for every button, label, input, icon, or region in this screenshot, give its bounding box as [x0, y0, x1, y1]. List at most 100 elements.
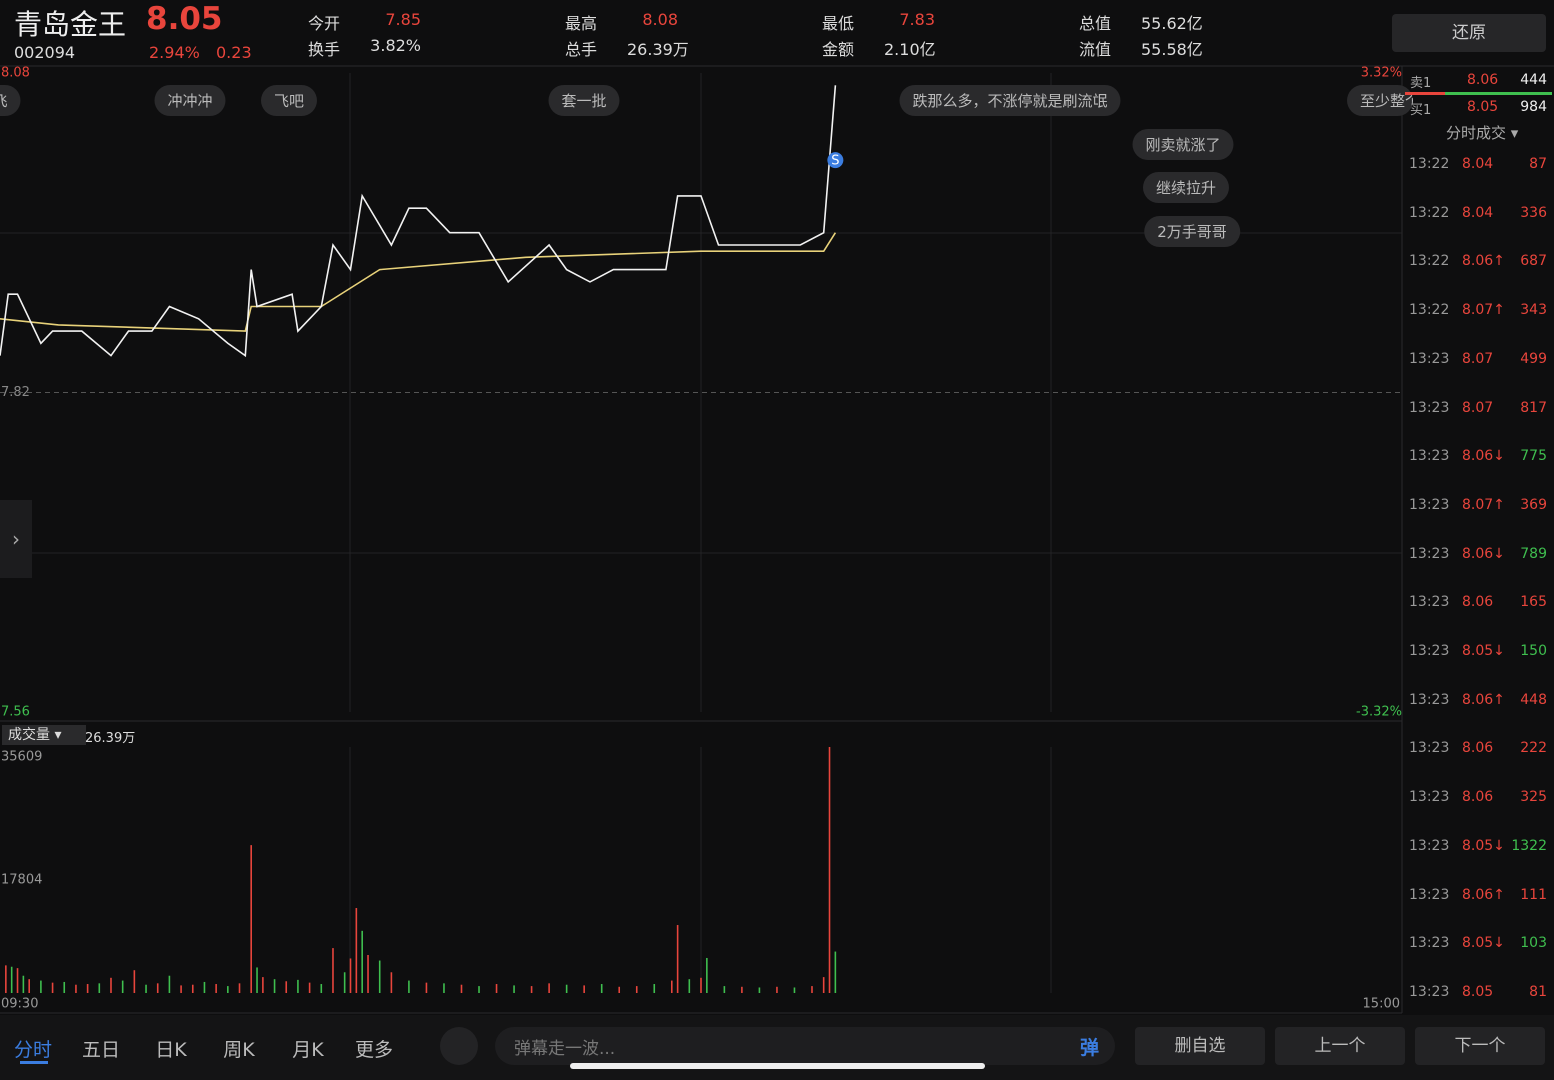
- trade-price: 8.06: [1462, 740, 1494, 757]
- stat-value: 8.08: [642, 10, 678, 29]
- trade-volume: 817: [1520, 399, 1547, 416]
- stat-label: 换手: [308, 40, 341, 59]
- trade-time: 13:23: [1409, 545, 1450, 562]
- y-tick-label: 7.56: [1, 705, 30, 720]
- tab[interactable]: 五日: [81, 1039, 121, 1061]
- spread-bar-red: [1405, 92, 1445, 95]
- order-side: 卖1: [1410, 76, 1432, 91]
- trade-time: 13:22: [1409, 253, 1450, 270]
- x-tick-label: 15:00: [1363, 997, 1400, 1012]
- trade-time: 13:23: [1409, 350, 1450, 367]
- stat-label: 最低: [822, 14, 855, 33]
- change: 0.23: [216, 43, 252, 62]
- stat-label: 总值: [1079, 14, 1112, 33]
- tab-underline: [20, 1061, 48, 1064]
- trade-price: 8.04: [1462, 156, 1494, 172]
- button[interactable]: 删自选: [1135, 1027, 1265, 1065]
- danmaku-toggle[interactable]: 弹: [1080, 1037, 1100, 1059]
- trade-time: 13:23: [1409, 643, 1450, 659]
- restore-button[interactable]: 还原: [1392, 14, 1546, 52]
- trade-volume: 81: [1529, 983, 1547, 1000]
- trade-volume: 222: [1520, 740, 1547, 757]
- volume-total: 26.39万: [85, 731, 136, 746]
- trade-time: 13:23: [1409, 594, 1450, 611]
- danmaku: 至少整个: [1347, 85, 1413, 116]
- tab[interactable]: 月K: [292, 1039, 324, 1061]
- stat-value: 3.82%: [370, 36, 421, 55]
- input-placeholder: 弹幕走一波...: [514, 1039, 616, 1059]
- home-indicator: [570, 1063, 985, 1069]
- trade-volume: 325: [1520, 789, 1547, 806]
- tab[interactable]: 分时: [13, 1039, 53, 1061]
- trade-price: 8.07: [1462, 399, 1494, 416]
- pct-tick-label: 3.32%: [1361, 66, 1402, 81]
- trade-volume: 775: [1520, 448, 1547, 465]
- code: 002094: [14, 43, 76, 62]
- order-price: 8.05: [1467, 99, 1499, 115]
- trade-time: 13:23: [1409, 789, 1450, 806]
- trade-price: 8.06↑: [1462, 886, 1505, 903]
- trade-price: 8.06: [1462, 594, 1494, 611]
- danmaku: 2万手哥哥: [1144, 216, 1240, 247]
- stat-label: 金额: [822, 40, 855, 59]
- trade-time: 13:23: [1409, 837, 1450, 854]
- trade-price: 8.06↓: [1462, 448, 1505, 465]
- danmaku: 套一批: [548, 85, 620, 116]
- stat-label: 今开: [308, 14, 341, 33]
- danmaku: 冲冲冲: [154, 85, 226, 116]
- stat-label: 总手: [565, 40, 598, 59]
- trade-volume: 87: [1529, 156, 1547, 172]
- trade-volume: 1322: [1511, 837, 1547, 854]
- trade-time: 13:23: [1409, 740, 1450, 757]
- trade-volume: 336: [1520, 204, 1547, 221]
- order-volume: 984: [1520, 99, 1547, 115]
- trade-price: 8.06: [1462, 789, 1494, 806]
- stock-name: 青岛金王: [14, 8, 127, 41]
- trade-time: 13:23: [1409, 886, 1450, 903]
- y-tick-label: 7.82: [1, 385, 30, 400]
- danmaku: 跌那么多，不涨停就是刷流氓: [899, 85, 1121, 116]
- stat-value: 26.39万: [627, 40, 689, 59]
- price-line: [0, 85, 837, 358]
- stat-value: 2.10亿: [884, 40, 936, 59]
- button[interactable]: 下一个: [1415, 1027, 1545, 1065]
- volume-label: 成交量: [8, 727, 50, 743]
- trade-volume: 448: [1520, 691, 1547, 708]
- trade-price: 8.05↓: [1462, 935, 1505, 952]
- trade-volume: 103: [1520, 935, 1547, 952]
- trade-time: 13:22: [1409, 302, 1450, 319]
- button[interactable]: 上一个: [1275, 1027, 1405, 1065]
- price: 8.05: [146, 1, 223, 37]
- trade-time: 13:23: [1409, 496, 1450, 513]
- trade-marker-label: S: [831, 154, 839, 169]
- trade-price: 8.06↑: [1462, 253, 1505, 270]
- danmaku-settings[interactable]: [440, 1027, 478, 1065]
- trade-volume: 499: [1520, 350, 1547, 367]
- danmaku: 刚卖就涨了: [1132, 129, 1234, 160]
- trade-time: 13:22: [1409, 156, 1450, 172]
- trade-price: 8.07: [1462, 350, 1494, 367]
- trade-price: 8.07↑: [1462, 302, 1505, 319]
- trade-volume: 150: [1520, 643, 1547, 659]
- volume-selector[interactable]: 成交量 ▾: [2, 725, 86, 745]
- tab[interactable]: 更多: [354, 1039, 394, 1061]
- tab[interactable]: 周K: [223, 1039, 255, 1061]
- trade-time: 13:23: [1409, 399, 1450, 416]
- trade-price: 8.05↓: [1462, 837, 1505, 854]
- trade-price: 8.05↓: [1462, 643, 1505, 659]
- tab[interactable]: 日K: [155, 1039, 187, 1061]
- stat-label: 最高: [565, 14, 598, 33]
- trade-time: 13:22: [1409, 204, 1450, 221]
- trade-time: 13:23: [1409, 691, 1450, 708]
- pct-tick-label: -3.32%: [1356, 705, 1402, 720]
- trade-volume: 343: [1520, 302, 1547, 319]
- y-tick-label: 35609: [1, 750, 42, 765]
- expand-arrow[interactable]: ›: [0, 500, 32, 578]
- danmaku-input[interactable]: [495, 1027, 1115, 1065]
- trade-price: 8.06↓: [1462, 545, 1505, 562]
- x-tick-label: 09:30: [1, 997, 38, 1012]
- trades-title[interactable]: 分时成交 ▾: [1446, 124, 1519, 142]
- trade-volume: 687: [1520, 253, 1547, 270]
